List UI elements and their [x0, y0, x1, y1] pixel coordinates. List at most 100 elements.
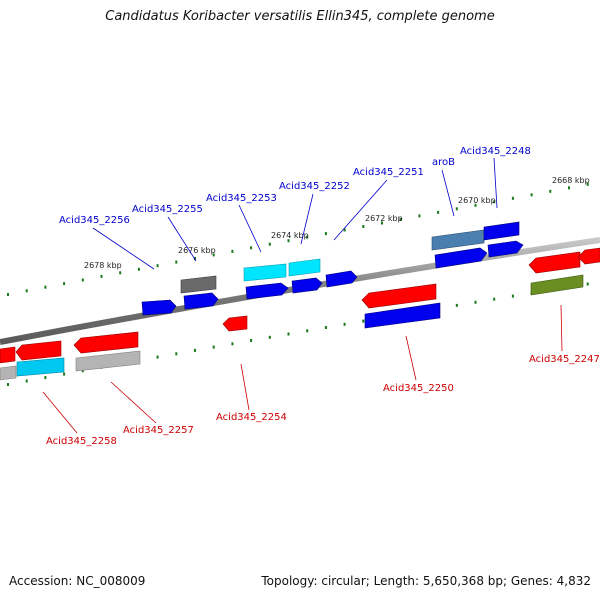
label-acid345-2254[interactable]: Acid345_2254 [216, 412, 287, 423]
minor-tick [306, 329, 309, 333]
minor-tick [119, 271, 122, 275]
label-acid345-2257[interactable]: Acid345_2257 [123, 425, 194, 436]
minor-tick [81, 369, 84, 373]
minor-tick [250, 246, 253, 250]
kbp-label: 2678 kbp [84, 261, 122, 270]
kbp-label: 2670 kbp [458, 196, 496, 205]
minor-tick [100, 274, 103, 278]
minor-tick [175, 260, 178, 264]
minor-tick [511, 294, 514, 298]
features-forward [141, 221, 524, 316]
minor-tick [63, 372, 66, 376]
minor-tick [44, 285, 47, 289]
feature-acid345-2258-rna[interactable] [16, 357, 65, 377]
minor-tick [586, 182, 589, 186]
feature-arob-protein[interactable] [434, 247, 488, 269]
feature-acid345-2251[interactable] [325, 270, 358, 288]
label-acid345-2252[interactable]: Acid345_2252 [279, 181, 350, 192]
feature-acid345-2253[interactable] [243, 263, 287, 282]
reverse-leaders [42, 304, 563, 434]
kbp-label: 2668 kbp [552, 176, 590, 185]
minor-tick [455, 303, 458, 307]
feature-acid345-2250-protein[interactable] [364, 302, 441, 329]
minor-tick [194, 348, 196, 352]
minor-tick [586, 282, 589, 286]
label-acid345-2258[interactable]: Acid345_2258 [46, 436, 117, 447]
features-reverse [0, 247, 600, 381]
label-arob[interactable]: aroB [432, 157, 455, 168]
label-acid345-2256[interactable]: Acid345_2256 [59, 215, 130, 226]
label-acid345-2250[interactable]: Acid345_2250 [383, 383, 454, 394]
label-acid345-2251[interactable]: Acid345_2251 [353, 167, 424, 178]
minor-tick [399, 217, 402, 221]
feature-acid345-2255[interactable] [183, 292, 219, 310]
minor-tick [44, 376, 47, 380]
accession-text: Accession: NC_008009 [9, 574, 146, 588]
feature-acid345-2256[interactable] [141, 299, 177, 316]
minor-tick [287, 332, 290, 336]
minor-tick [493, 200, 496, 204]
minor-tick [250, 339, 253, 342]
feature-arob[interactable] [431, 229, 485, 251]
minor-tick [231, 342, 234, 346]
minor-tick [156, 355, 159, 359]
minor-tick [530, 193, 533, 197]
minor-tick [175, 352, 178, 356]
kbp-label: 2676 kbp [178, 246, 216, 255]
label-acid345-2247[interactable]: Acid345_2247 [529, 354, 600, 365]
minor-tick [7, 293, 9, 296]
map-title: Candidatus Koribacter versatilis Ellin34… [105, 9, 495, 24]
minor-tick [362, 225, 365, 228]
feature-acid345-2258-pseudo[interactable] [0, 365, 17, 381]
minor-tick [25, 379, 28, 383]
minor-tick [306, 235, 309, 239]
lower-tick-ring [7, 282, 589, 386]
minor-tick [7, 383, 9, 386]
minor-tick [455, 207, 458, 211]
minor-tick [194, 257, 196, 260]
minor-tick [568, 186, 570, 190]
feature-acid345-2254[interactable] [222, 315, 248, 332]
minor-tick [212, 345, 215, 349]
feature-acid345-2252[interactable] [288, 258, 321, 277]
minor-tick [418, 214, 421, 218]
forward-leaders [92, 157, 498, 270]
label-acid345-2253[interactable]: Acid345_2253 [206, 193, 277, 204]
label-acid345-2255[interactable]: Acid345_2255 [132, 204, 203, 215]
feature-acid345-2258[interactable] [0, 346, 16, 364]
feature-acid345-2250[interactable] [361, 283, 437, 309]
genome-summary: Topology: circular; Length: 5,650,368 bp… [261, 574, 591, 588]
feature-acid345-2248[interactable] [483, 221, 520, 241]
minor-tick [362, 319, 365, 323]
minor-tick [25, 289, 28, 293]
minor-tick [549, 189, 552, 193]
minor-tick [268, 335, 271, 339]
feature-acid345-2257-pseudo[interactable] [75, 350, 141, 372]
feature-acid345-2247-pseudo[interactable] [530, 274, 584, 296]
feature-acid345-2248-protein[interactable] [487, 240, 524, 258]
minor-tick [324, 326, 327, 329]
feature-acid345-2247-b[interactable] [577, 247, 600, 265]
label-acid345-2248[interactable]: Acid345_2248 [460, 146, 531, 157]
feature-acid345-2255-pseudo[interactable] [180, 275, 217, 294]
minor-tick [437, 210, 440, 214]
kbp-label: 2672 kbp [365, 214, 403, 223]
minor-tick [343, 322, 346, 326]
minor-tick [324, 232, 327, 236]
minor-tick [381, 221, 383, 225]
minor-tick [511, 196, 514, 200]
minor-tick [474, 300, 477, 304]
minor-tick [287, 239, 290, 243]
upper-tick-ring [7, 182, 589, 296]
feature-acid345-2253-protein[interactable] [245, 282, 289, 300]
feature-acid345-2257[interactable] [73, 331, 139, 354]
minor-tick [137, 267, 140, 271]
minor-tick [474, 203, 477, 207]
feature-acid345-2252-protein[interactable] [291, 277, 323, 294]
feature-acid345-2258-protein[interactable] [15, 340, 62, 361]
feature-acid345-2247-a[interactable] [528, 251, 581, 274]
minor-tick [212, 253, 215, 257]
minor-tick [493, 297, 496, 301]
minor-tick [156, 264, 159, 268]
